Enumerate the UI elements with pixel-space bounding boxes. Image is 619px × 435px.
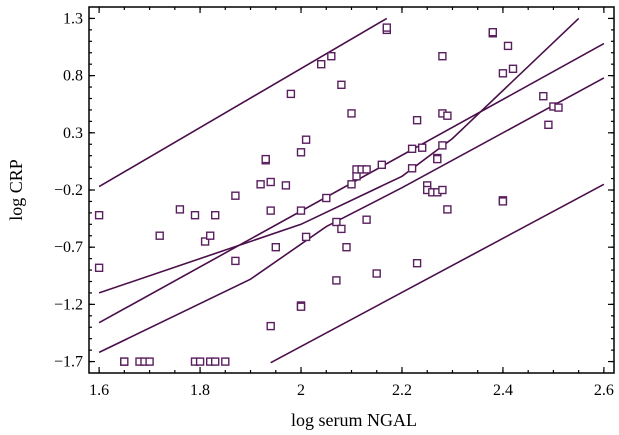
data-point: [337, 80, 346, 90]
fit-line-1: [98, 17, 388, 188]
data-point: [503, 41, 513, 51]
data-point: [195, 357, 205, 366]
data-point: [296, 148, 306, 157]
data-point: [286, 89, 296, 99]
data-point: [377, 160, 386, 170]
x-tick-label: 1.6: [89, 382, 109, 399]
data-point: [539, 91, 548, 101]
data-point: [231, 191, 240, 200]
data-point: [412, 115, 422, 125]
data-point: [347, 109, 356, 118]
x-tick-label: 2.2: [392, 382, 412, 399]
data-point: [281, 181, 291, 190]
data-point: [175, 205, 185, 214]
data-point: [231, 256, 240, 266]
data-point: [190, 210, 200, 220]
data-point: [433, 154, 442, 164]
data-point: [498, 197, 508, 206]
data-point: [261, 154, 270, 164]
data-point: [145, 357, 154, 366]
data-point: [155, 231, 164, 240]
data-point: [438, 185, 447, 195]
y-tick-label: −1.2: [54, 296, 83, 313]
data-point: [443, 205, 452, 214]
data-point: [94, 210, 104, 220]
data-point: [210, 357, 220, 366]
data-point: [412, 259, 422, 268]
fit-line-2: [98, 17, 580, 294]
data-point: [301, 232, 311, 242]
data-point: [362, 165, 371, 174]
data-point: [418, 143, 427, 152]
axes: 1.6 1.8 2 2.2 2.4 2.6 −1.7 −1.2 −0.7 −0.2 0.3 0.8 1.…: [54, 6, 615, 399]
data-point: [296, 302, 306, 311]
x-tick-label: 1.8: [190, 382, 210, 399]
y-tick-label: 0.3: [63, 125, 83, 142]
data-point: [332, 276, 341, 285]
data-point: [554, 103, 563, 112]
data-point: [266, 177, 275, 187]
data-point: [372, 269, 381, 278]
y-tick-label: −0.2: [54, 182, 83, 199]
data-point: [544, 120, 553, 130]
fit-line-5: [270, 183, 605, 364]
data-point: [301, 135, 311, 144]
y-tick-label: 1.3: [63, 10, 83, 27]
plot-frame: [88, 6, 615, 374]
data-point: [322, 193, 331, 203]
data-point: [205, 231, 215, 240]
data-point: [438, 52, 447, 61]
data-point: [94, 263, 104, 272]
data-point: [120, 357, 129, 366]
plot-area: [94, 17, 605, 366]
data-point: [327, 52, 336, 61]
data-point: [337, 224, 346, 234]
data-point: [438, 141, 447, 150]
data-point: [271, 242, 280, 252]
x-tick-label: 2: [297, 382, 305, 399]
data-point: [407, 164, 417, 173]
y-axis-title: log CRP: [6, 159, 26, 221]
data-point: [352, 172, 361, 181]
data-point: [200, 237, 210, 246]
data-point: [210, 210, 220, 220]
data-point: [382, 23, 391, 32]
data-point: [407, 144, 417, 154]
data-point: [221, 357, 230, 366]
data-point: [332, 217, 341, 227]
data-point: [498, 69, 508, 78]
data-point: [317, 60, 326, 69]
x-tick-label: 2.6: [594, 382, 614, 399]
x-tick-label: 2.4: [493, 382, 513, 399]
data-point: [266, 321, 275, 331]
data-point: [508, 64, 518, 74]
x-axis-title: log serum NGAL: [291, 410, 417, 430]
data-point: [256, 180, 265, 189]
data-point: [347, 180, 356, 189]
data-point: [362, 215, 371, 224]
y-tick-label: −1.7: [54, 354, 83, 371]
data-point: [488, 28, 497, 37]
y-tick-label: −0.7: [54, 239, 83, 256]
y-tick-label: 0.8: [63, 68, 83, 85]
data-point: [266, 206, 275, 215]
fit-line-4: [98, 77, 605, 354]
data-point: [443, 111, 452, 120]
data-point: [296, 206, 306, 215]
data-point: [342, 242, 351, 252]
